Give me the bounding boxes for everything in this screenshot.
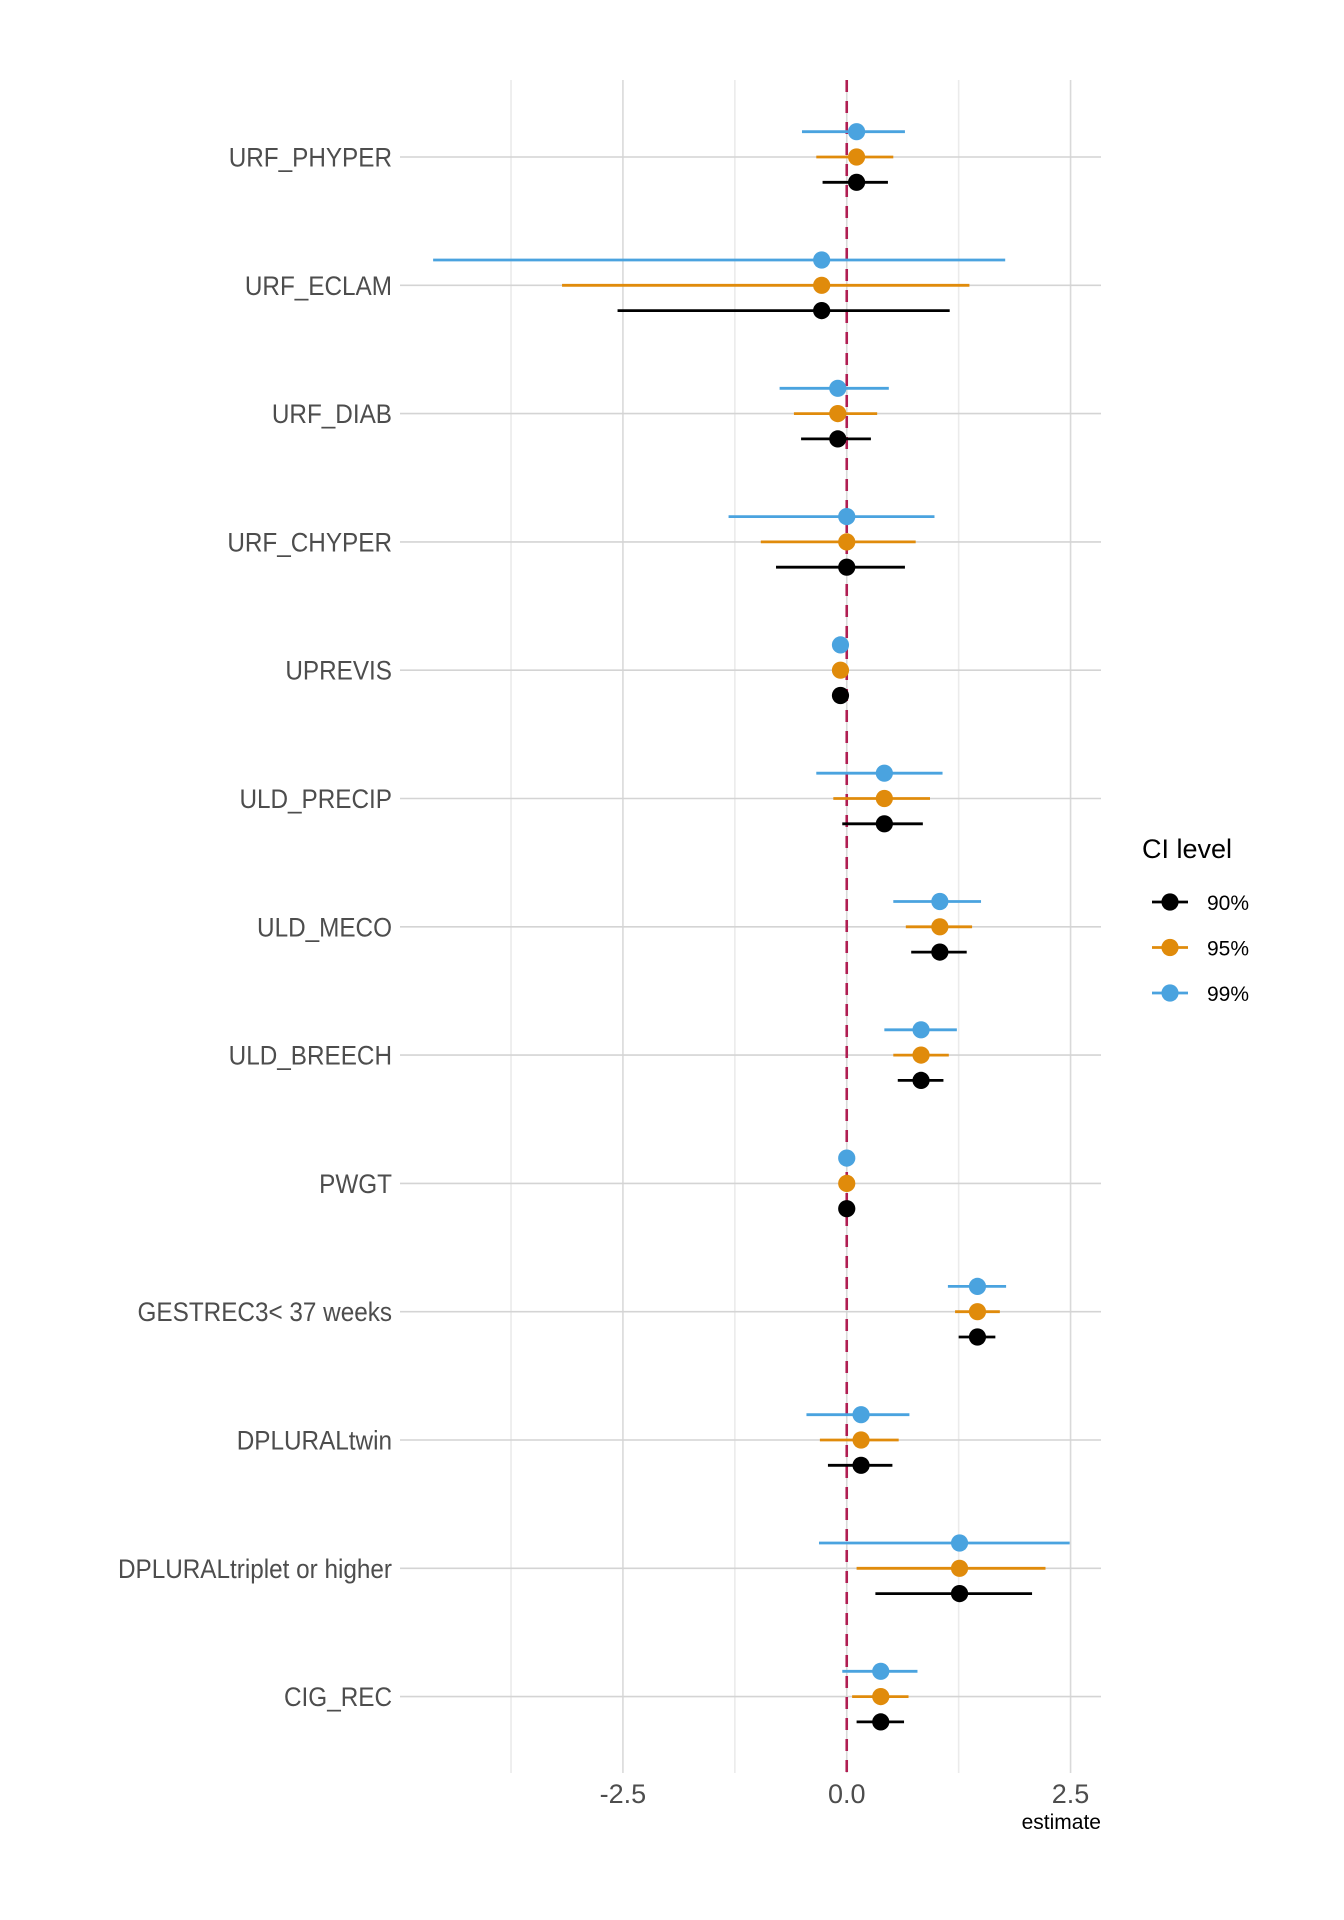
point-95 xyxy=(838,533,856,551)
y-axis-label: GESTREC3< 37 weeks xyxy=(138,1298,392,1327)
y-axis-label: CIG_REC xyxy=(284,1683,392,1712)
point-95 xyxy=(829,405,847,423)
point-95 xyxy=(831,661,850,679)
point-95 xyxy=(852,1431,870,1449)
point-95 xyxy=(950,1559,969,1577)
x-axis-tick-labels: -2.5 0.0 2.5 xyxy=(600,1779,1090,1809)
legend-label: 99% xyxy=(1207,983,1249,1006)
point-90 xyxy=(838,1200,856,1218)
point-90 xyxy=(950,1585,969,1603)
point-99 xyxy=(912,1021,930,1039)
legend-label: 90% xyxy=(1207,892,1249,915)
point-90 xyxy=(838,558,856,576)
point-90 xyxy=(931,943,949,961)
point-99 xyxy=(950,1534,969,1552)
point-99 xyxy=(872,1662,890,1680)
point-99 xyxy=(813,251,831,269)
point-99 xyxy=(838,1149,856,1167)
legend-label: 95% xyxy=(1207,938,1249,961)
y-axis-label: ULD_BREECH xyxy=(229,1041,392,1070)
point-99 xyxy=(931,892,949,911)
point-90 xyxy=(813,302,831,320)
y-axis-label: UPREVIS xyxy=(285,657,392,686)
point-99 xyxy=(847,123,866,141)
y-axis-label: PWGT xyxy=(319,1170,392,1199)
x-tick-label: 0.0 xyxy=(828,1779,866,1809)
point-90 xyxy=(968,1328,987,1346)
legend: CI level 90% 95% 99% xyxy=(1142,834,1249,1006)
legend-title: CI level xyxy=(1142,834,1232,864)
point-95 xyxy=(912,1046,930,1064)
point-99 xyxy=(852,1406,870,1424)
y-axis-label: DPLURALtwin xyxy=(237,1426,392,1455)
x-tick-label: 2.5 xyxy=(1052,1779,1090,1809)
point-95 xyxy=(968,1303,987,1321)
y-axis-labels: URF_PHYPER URF_ECLAM URF_DIAB URF_CHYPER UPR… xyxy=(118,143,392,1712)
point-estimates xyxy=(813,123,987,1731)
point-99 xyxy=(968,1277,987,1295)
point-90 xyxy=(875,815,893,833)
point-95 xyxy=(813,276,831,294)
legend-key-point xyxy=(1161,938,1179,957)
point-95 xyxy=(872,1688,890,1706)
y-axis-label: URF_PHYPER xyxy=(229,143,392,172)
y-axis-label: URF_CHYPER xyxy=(227,528,392,557)
point-95 xyxy=(931,918,949,936)
point-90 xyxy=(872,1713,890,1731)
category-gridlines xyxy=(400,156,1101,1698)
x-tick-label: -2.5 xyxy=(600,1779,647,1809)
point-99 xyxy=(831,636,850,654)
y-axis-label: URF_ECLAM xyxy=(245,272,392,301)
point-99 xyxy=(829,379,847,397)
point-95 xyxy=(847,148,866,166)
point-95 xyxy=(875,789,893,808)
point-90 xyxy=(847,173,866,191)
y-axis-label: ULD_MECO xyxy=(257,913,392,942)
x-axis-title: estimate xyxy=(1022,1811,1101,1834)
point-90 xyxy=(829,430,847,448)
legend-key-point xyxy=(1161,984,1179,1002)
point-90 xyxy=(852,1456,870,1474)
point-99 xyxy=(838,507,856,526)
y-axis-label: ULD_PRECIP xyxy=(239,785,392,814)
point-90 xyxy=(831,686,850,705)
legend-key-point xyxy=(1161,893,1179,911)
point-95 xyxy=(838,1174,856,1192)
point-90 xyxy=(912,1071,930,1089)
point-99 xyxy=(875,764,893,782)
y-axis-label: URF_DIAB xyxy=(272,400,392,429)
y-axis-label: DPLURALtriplet or higher xyxy=(118,1555,392,1584)
